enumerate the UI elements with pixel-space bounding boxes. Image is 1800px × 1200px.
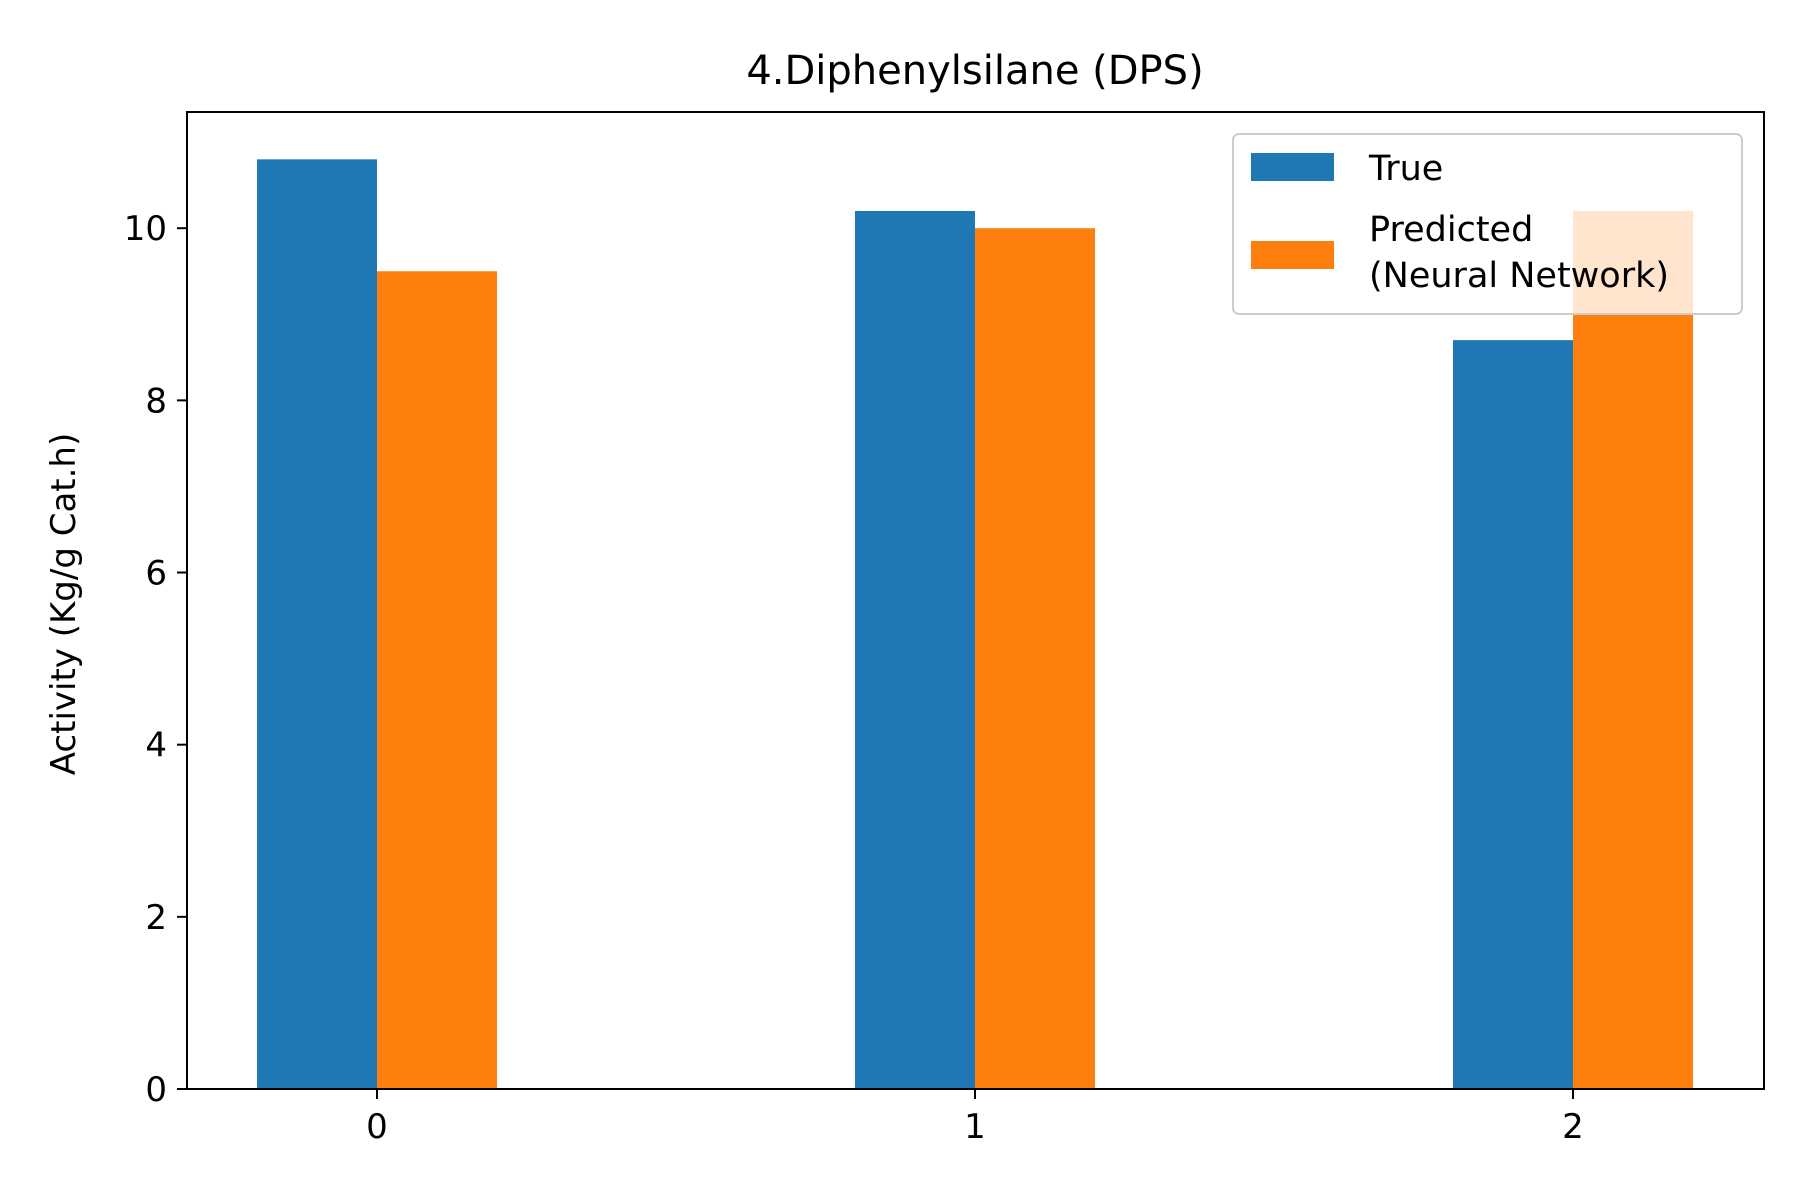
x-tick-label-2: 2: [1562, 1107, 1584, 1147]
legend-swatch-true: [1251, 153, 1334, 181]
y-tick-label-4: 4: [145, 726, 167, 766]
ticks-layer: 0 2 4 6 8 10 0 1 2: [124, 209, 1584, 1147]
bar-predicted-0: [377, 271, 497, 1089]
legend-label-predicted: Predicted (Neural Network): [1369, 210, 1669, 296]
y-axis-label: Activity (Kg/g Cat.h): [44, 433, 84, 775]
y-tick-label-6: 6: [145, 554, 167, 594]
legend: True Predicted (Neural Network): [1232, 133, 1743, 315]
legend-label-predicted-line-1: (Neural Network): [1369, 256, 1669, 296]
bars-layer: [257, 159, 1693, 1090]
legend-swatch-predicted: [1251, 241, 1334, 269]
legend-box: [1232, 133, 1743, 315]
plot-frame: [186, 111, 1765, 1090]
bar-predicted-1: [975, 228, 1095, 1090]
y-tick-label-10: 10: [124, 209, 167, 249]
y-tick-label-8: 8: [145, 381, 167, 421]
legend-label-predicted-line-0: Predicted: [1369, 210, 1533, 250]
bar-true-1: [855, 210, 975, 1089]
y-tick-label-0: 0: [145, 1070, 167, 1110]
bar-predicted-2: [1573, 210, 1693, 1089]
y-tick-label-2: 2: [145, 898, 167, 938]
chart-title: 4.Diphenylsilane (DPS): [746, 48, 1203, 94]
x-tick-label-0: 0: [366, 1107, 388, 1147]
bar-true-0: [257, 159, 377, 1089]
x-tick-label-1: 1: [964, 1107, 986, 1147]
legend-label-true: True: [1368, 149, 1443, 189]
bar-true-2: [1453, 340, 1573, 1090]
